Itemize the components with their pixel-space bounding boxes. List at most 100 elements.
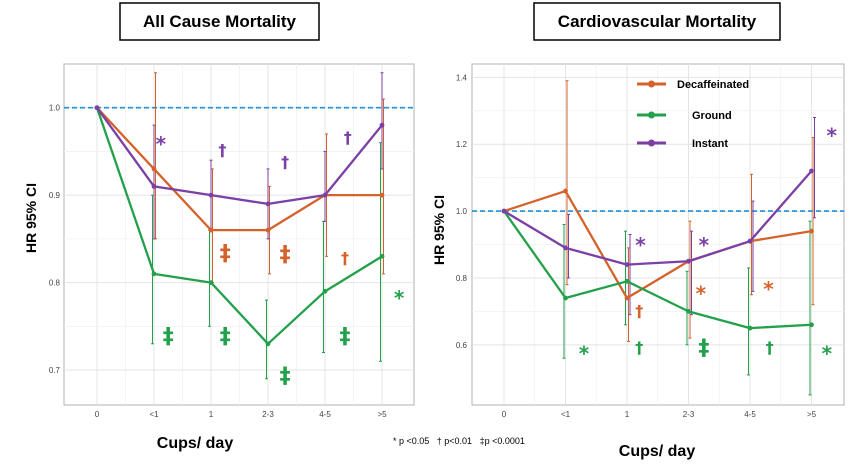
chart2-annotations: * * * * * † * † ‡ † * [579,124,838,366]
decaf-series-line [96,106,382,232]
y-tick-label: 1.0 [49,104,61,113]
chart2-ylabel: HR 95% CI [431,195,447,265]
ground-point [563,295,568,301]
decaf-significance-mark: † [341,249,349,268]
instant-point [265,201,271,207]
decaf-significance-mark: † [635,302,643,321]
chart2-series [472,80,844,396]
ground-significance-mark: ‡ [280,364,291,389]
chart1-ylabel: HR 95% CI [23,183,39,253]
instant-series-line [96,107,383,206]
y-tick-label: 1.0 [456,207,468,216]
ground-point [686,308,691,314]
decaf-significance-mark: * [696,282,707,306]
instant-point [563,245,568,251]
ground-significance-mark: † [766,338,774,357]
ground-series-line [503,210,812,330]
ground-significance-mark: ‡ [220,325,231,350]
x-tick-label: 0 [502,410,507,419]
chart1-series [64,72,414,380]
x-tick-label: 4-5 [319,410,331,419]
decaf-significance-mark: * [763,277,774,301]
ground-significance-mark: † [635,338,643,357]
decaf-point [265,227,271,233]
ground-significance-mark: * [822,342,833,366]
instant-significance-mark: † [344,128,352,147]
instant-point [747,238,753,244]
x-tick-label: <1 [149,410,159,419]
chart2-title-box [533,2,781,41]
x-tick-label: >5 [807,410,817,419]
legend-instant-marker [648,139,655,147]
instant-point [686,258,691,264]
ground-point [322,288,328,294]
ground-point [151,271,157,277]
chart2-xlabel: Cups/ day [619,443,696,460]
legend-decaf-marker [648,80,655,88]
instant-point [94,105,100,111]
chart1-panel [63,63,415,406]
legend-decaf-label: Decaffeinated [677,79,749,91]
chart2-title: Cardiovascular Mortality [558,12,757,31]
ground-point [809,322,814,328]
chart1-tick-labels: 0.7 0.8 0.9 1.0 0 <1 1 2-3 4-5 >5 [49,104,387,419]
y-tick-label: 1.4 [456,73,468,82]
decaf-point [624,295,630,301]
instant-significance-mark: * [635,233,646,257]
ground-significance-mark: * [394,286,405,310]
instant-series-line [503,170,813,266]
x-tick-label: 2-3 [262,410,274,419]
instant-significance-mark: * [699,233,710,257]
instant-significance-mark: * [156,132,167,156]
ground-significance-mark: ‡ [339,325,350,350]
ground-significance-mark: ‡ [163,325,174,350]
x-tick-label: 1 [625,410,630,419]
ground-significance-mark: * [579,342,590,366]
y-tick-label: 1.2 [456,140,468,149]
ground-point [379,253,385,259]
decaf-point [208,227,214,233]
instant-point [809,168,814,174]
chart2-legend: Decaffeinated Ground Instant [637,79,749,150]
decaf-significance-mark: ‡ [280,242,291,267]
y-tick-label: 0.8 [49,279,61,288]
instant-point [624,262,630,267]
y-tick-label: 0.8 [456,274,468,283]
ground-point [624,278,630,284]
chart1-title-box [119,2,320,41]
decaf-significance-mark: ‡ [220,242,231,267]
chart2-tick-labels: 0.6 0.8 1.0 1.2 1.4 0 <1 1 2-3 4-5 >5 [456,73,817,419]
ground-point [265,341,271,347]
ground-point [747,325,753,331]
instant-point [151,184,157,189]
chart1-xlabel: Cups/ day [157,435,234,452]
decaf-series-line [503,189,812,300]
instant-significance-mark: † [281,153,289,172]
decaf-point [563,188,568,194]
instant-significance-mark: * [827,124,838,148]
significance-footnote: * p <0.05 † p<0.01 ‡p <0.0001 [393,436,525,446]
x-tick-label: 0 [95,410,100,419]
x-tick-label: <1 [561,410,571,419]
ground-significance-mark: ‡ [698,336,709,361]
y-tick-label: 0.9 [49,191,61,200]
y-tick-label: 0.6 [456,341,468,350]
instant-point [379,122,385,128]
ground-series-line [95,107,383,345]
instant-point [322,192,328,198]
instant-point [208,192,214,198]
x-tick-label: 1 [209,410,214,419]
x-tick-label: 4-5 [744,410,756,419]
chart1-annotations: * † † † ‡ ‡ † * ‡ ‡ ‡ ‡ [156,128,405,389]
legend-ground-marker [648,111,655,119]
chart1-title: All Cause Mortality [143,12,297,31]
x-tick-label: >5 [377,410,387,419]
legend-ground-label: Ground [692,110,732,122]
x-tick-label: 2-3 [683,410,695,419]
ground-point [208,280,214,285]
y-tick-label: 0.7 [49,366,61,375]
decaf-point [809,228,814,234]
instant-significance-mark: † [218,140,226,159]
decaf-point [379,192,385,198]
